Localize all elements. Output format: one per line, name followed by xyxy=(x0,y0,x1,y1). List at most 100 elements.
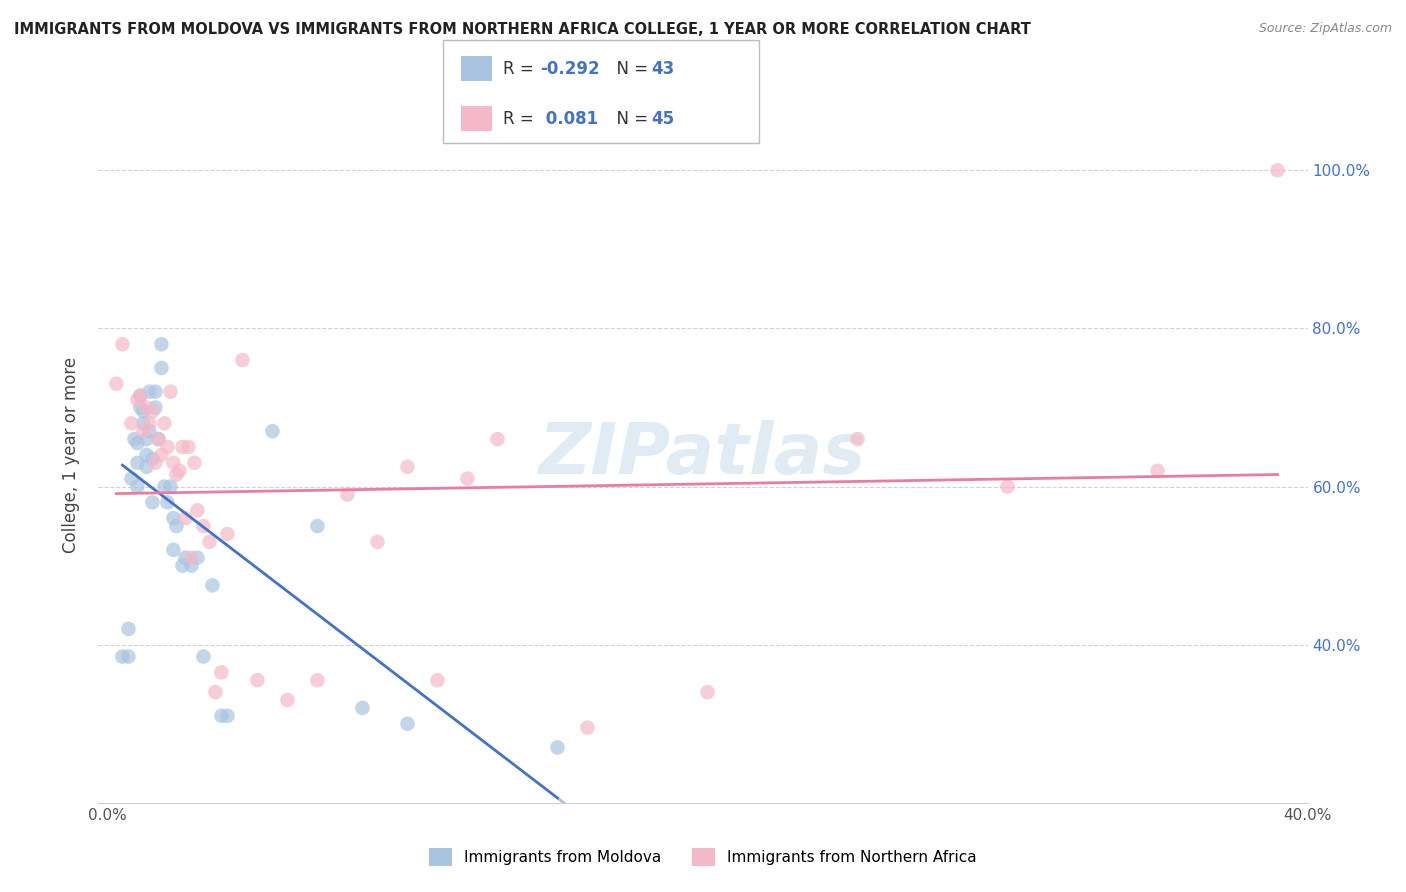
Text: N =: N = xyxy=(606,110,654,128)
Point xyxy=(132,404,155,418)
Point xyxy=(156,495,179,509)
Point xyxy=(174,550,197,565)
Text: R =: R = xyxy=(503,60,540,78)
Point xyxy=(177,440,200,454)
Point xyxy=(307,519,329,533)
Point xyxy=(159,384,181,399)
Point xyxy=(180,558,202,573)
Point xyxy=(336,487,359,501)
Point xyxy=(231,353,253,368)
Text: R =: R = xyxy=(503,110,540,128)
Point xyxy=(193,519,215,533)
Point xyxy=(111,649,134,664)
Point xyxy=(186,550,208,565)
Text: -0.292: -0.292 xyxy=(540,60,599,78)
Text: N =: N = xyxy=(606,60,654,78)
Point xyxy=(183,456,205,470)
Text: 45: 45 xyxy=(651,110,673,128)
Point xyxy=(276,693,298,707)
Point xyxy=(145,384,167,399)
Point xyxy=(547,740,569,755)
Point xyxy=(145,401,167,415)
Point xyxy=(174,511,197,525)
Point xyxy=(576,721,599,735)
Point xyxy=(105,376,128,391)
Point xyxy=(217,527,239,541)
Point xyxy=(129,401,152,415)
Point xyxy=(172,440,194,454)
Point xyxy=(262,424,284,438)
Point xyxy=(997,479,1019,493)
Point xyxy=(193,649,215,664)
Point xyxy=(180,550,202,565)
Point xyxy=(486,432,509,446)
Point xyxy=(127,479,149,493)
Point xyxy=(138,417,160,431)
Text: IMMIGRANTS FROM MOLDOVA VS IMMIGRANTS FROM NORTHERN AFRICA COLLEGE, 1 YEAR OR MO: IMMIGRANTS FROM MOLDOVA VS IMMIGRANTS FR… xyxy=(14,22,1031,37)
Point xyxy=(127,392,149,407)
Point xyxy=(145,456,167,470)
Point xyxy=(120,417,142,431)
Point xyxy=(162,542,184,557)
Point xyxy=(138,384,160,399)
Point xyxy=(426,673,449,688)
Point xyxy=(217,708,239,723)
Point xyxy=(117,622,139,636)
Point xyxy=(307,673,329,688)
Point xyxy=(141,451,163,466)
Point xyxy=(696,685,718,699)
Point xyxy=(111,337,134,351)
Point xyxy=(204,685,226,699)
Point xyxy=(162,511,184,525)
Point xyxy=(127,456,149,470)
Point xyxy=(366,535,388,549)
Point xyxy=(141,495,163,509)
Point xyxy=(246,673,269,688)
Point xyxy=(150,337,173,351)
Point xyxy=(120,472,142,486)
Text: Source: ZipAtlas.com: Source: ZipAtlas.com xyxy=(1258,22,1392,36)
Point xyxy=(156,440,179,454)
Point xyxy=(846,432,869,446)
Point xyxy=(159,479,181,493)
Point xyxy=(1267,163,1289,178)
Point xyxy=(135,401,157,415)
Point xyxy=(198,535,221,549)
Point xyxy=(148,432,170,446)
Point xyxy=(135,432,157,446)
Point xyxy=(186,503,208,517)
Point xyxy=(153,417,176,431)
Text: 0.081: 0.081 xyxy=(540,110,598,128)
Point xyxy=(148,432,170,446)
Point xyxy=(396,716,419,731)
Point xyxy=(162,456,184,470)
Point xyxy=(127,436,149,450)
Point xyxy=(1146,464,1168,478)
Point xyxy=(209,708,232,723)
Point xyxy=(165,467,187,482)
Point xyxy=(209,665,232,680)
Point xyxy=(150,361,173,376)
Legend: Immigrants from Moldova, Immigrants from Northern Africa: Immigrants from Moldova, Immigrants from… xyxy=(423,842,983,871)
Point xyxy=(129,389,152,403)
Point xyxy=(138,424,160,438)
Point xyxy=(141,404,163,418)
Point xyxy=(165,519,187,533)
Point xyxy=(135,448,157,462)
Text: ZIPatlas: ZIPatlas xyxy=(540,420,866,490)
Point xyxy=(153,479,176,493)
Point xyxy=(132,424,155,438)
Point xyxy=(135,459,157,474)
Text: 43: 43 xyxy=(651,60,675,78)
Point xyxy=(150,448,173,462)
Point xyxy=(201,578,224,592)
Point xyxy=(124,432,146,446)
Point xyxy=(129,389,152,403)
Point xyxy=(117,649,139,664)
Point xyxy=(132,417,155,431)
Point xyxy=(352,701,374,715)
Point xyxy=(396,459,419,474)
Point xyxy=(172,558,194,573)
Point xyxy=(456,472,478,486)
Y-axis label: College, 1 year or more: College, 1 year or more xyxy=(62,357,80,553)
